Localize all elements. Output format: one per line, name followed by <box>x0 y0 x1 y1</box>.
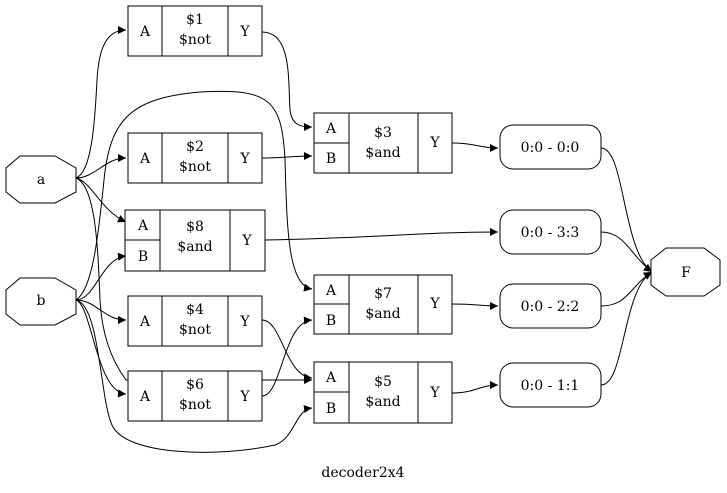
wire-s00-to-F <box>600 147 653 273</box>
diagram-title: decoder2x4 <box>321 465 404 481</box>
input-b-label: b <box>37 293 46 309</box>
output-port-F: F <box>650 247 721 297</box>
not2-id: $2 <box>186 139 204 155</box>
slice-0-0-label: 0:0 - 0:0 <box>521 140 580 156</box>
wire-and3-to-s00 <box>451 142 499 152</box>
not2-type: $not <box>179 159 211 175</box>
not2-port-y: Y <box>239 151 250 167</box>
wire-b-to-and8-b <box>75 252 127 301</box>
and8-port-a: A <box>137 218 149 234</box>
cell-not1: A $1 $not Y <box>127 5 263 57</box>
wire-and5-to-s11 <box>451 381 499 394</box>
and5-type: $and <box>365 394 400 410</box>
not4-id: $4 <box>186 302 204 318</box>
input-a-label: a <box>37 172 45 188</box>
wire-s22-to-F <box>600 271 653 307</box>
and8-type: $and <box>177 239 212 255</box>
not1-type: $not <box>179 32 211 48</box>
wire-and7-to-s22 <box>451 301 499 310</box>
wire-b-to-not4 <box>75 299 127 324</box>
slice-0-0: 0:0 - 0:0 <box>499 124 602 170</box>
wire-b-to-and7-a <box>75 90 313 301</box>
and5-id: $5 <box>374 374 392 390</box>
wire-not4-to-and5-a <box>261 319 313 382</box>
output-F-label: F <box>681 265 691 281</box>
slice-2-2-label: 0:0 - 2:2 <box>521 299 580 315</box>
and8-port-b: B <box>138 249 148 265</box>
cell-and8: A B $8 $and Y <box>124 209 266 272</box>
and7-port-y: Y <box>429 296 440 312</box>
not4-type: $not <box>179 322 211 338</box>
and3-id: $3 <box>374 125 392 141</box>
wire-a-to-not1 <box>75 26 127 179</box>
not6-id: $6 <box>186 377 204 393</box>
wires <box>75 26 653 453</box>
and3-port-y: Y <box>429 135 440 151</box>
wire-not6-to-and7-b <box>261 316 313 397</box>
and5-port-a: A <box>325 370 337 386</box>
not6-port-y: Y <box>239 389 250 405</box>
cell-and5: A B $5 $and Y <box>313 361 453 424</box>
slice-1-1: 0:0 - 1:1 <box>499 362 602 408</box>
not2-port-a: A <box>139 151 151 167</box>
and3-port-b: B <box>326 151 336 167</box>
wire-b-to-and5-b <box>75 299 313 453</box>
and7-id: $7 <box>374 286 392 302</box>
wire-s33-to-F <box>600 231 653 273</box>
wire-s11-to-F <box>600 271 653 386</box>
cell-and7: A B $7 $and Y <box>313 274 453 335</box>
cell-not6: A $6 $not Y <box>127 370 263 422</box>
slice-3-3: 0:0 - 3:3 <box>499 209 602 255</box>
not4-port-a: A <box>139 314 151 330</box>
not1-id: $1 <box>186 12 204 28</box>
wire-a-to-not2 <box>75 154 127 179</box>
input-port-b: b <box>5 277 77 326</box>
wire-and8-to-s33 <box>264 228 499 241</box>
input-port-a: a <box>5 155 77 204</box>
not6-type: $not <box>179 397 211 413</box>
cell-not2: A $2 $not Y <box>127 132 263 184</box>
not4-port-y: Y <box>239 314 250 330</box>
and8-port-y: Y <box>241 233 252 249</box>
cell-and3: A B $3 $and Y <box>313 112 453 174</box>
cell-not4: A $4 $not Y <box>127 295 263 347</box>
and5-port-y: Y <box>429 385 440 401</box>
not1-port-a: A <box>139 24 151 40</box>
and3-port-a: A <box>325 121 337 137</box>
and8-id: $8 <box>186 219 204 235</box>
slice-1-1-label: 0:0 - 1:1 <box>521 378 580 394</box>
wire-a-to-and5-a <box>75 177 312 384</box>
wire-a-to-and8-a <box>75 177 127 223</box>
wire-not1-to-and3-a <box>261 31 313 131</box>
and5-port-b: B <box>326 401 336 417</box>
and7-port-b: B <box>326 313 336 329</box>
not6-port-a: A <box>139 389 151 405</box>
and7-port-a: A <box>325 283 337 299</box>
and7-type: $and <box>365 306 400 322</box>
not1-port-y: Y <box>239 24 250 40</box>
wire-b-to-not6 <box>75 299 127 398</box>
wire-not2-to-and3-b <box>261 152 313 161</box>
slice-3-3-label: 0:0 - 3:3 <box>521 225 580 241</box>
slice-2-2: 0:0 - 2:2 <box>499 283 602 329</box>
and3-type: $and <box>365 145 400 161</box>
